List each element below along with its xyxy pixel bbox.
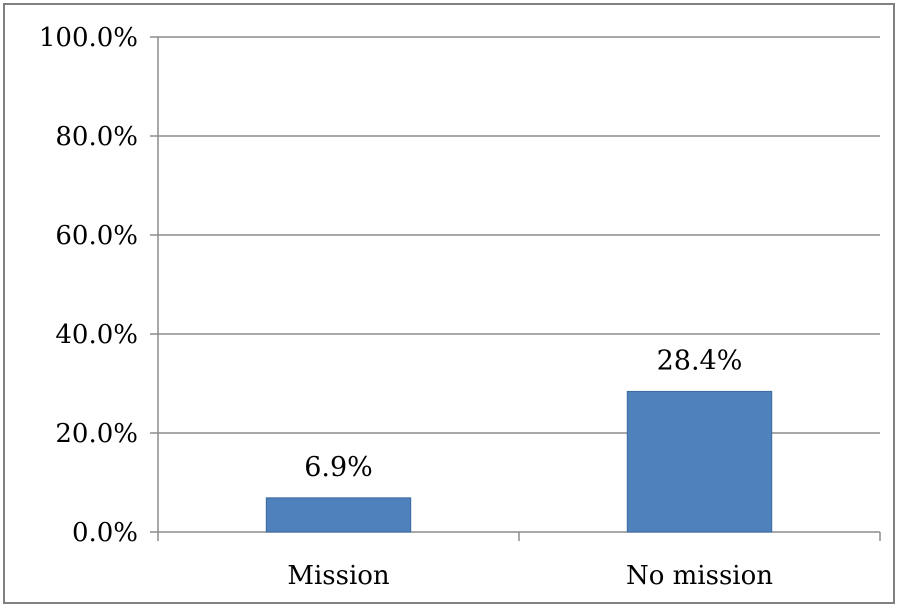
y-tick-label: 0.0% xyxy=(72,518,138,548)
x-category-label: No mission xyxy=(626,561,773,591)
y-tick-label: 20.0% xyxy=(55,419,138,449)
data-labels: 6.9% 28.4% xyxy=(304,345,742,482)
bars xyxy=(265,390,773,533)
data-label: 28.4% xyxy=(657,345,743,376)
y-tick-label: 80.0% xyxy=(55,122,138,152)
y-tick-label: 60.0% xyxy=(55,221,138,251)
data-label: 6.9% xyxy=(304,452,373,483)
bar-no-mission xyxy=(626,390,773,533)
y-tick-label: 40.0% xyxy=(55,320,138,350)
x-category-label: Mission xyxy=(287,561,390,591)
y-tick-label: 100.0% xyxy=(39,23,138,53)
x-axis-category-labels: Mission No mission xyxy=(287,561,773,591)
y-axis-tick-labels: 0.0% 20.0% 40.0% 60.0% 80.0% 100.0% xyxy=(39,23,138,548)
bar-mission xyxy=(265,497,412,533)
